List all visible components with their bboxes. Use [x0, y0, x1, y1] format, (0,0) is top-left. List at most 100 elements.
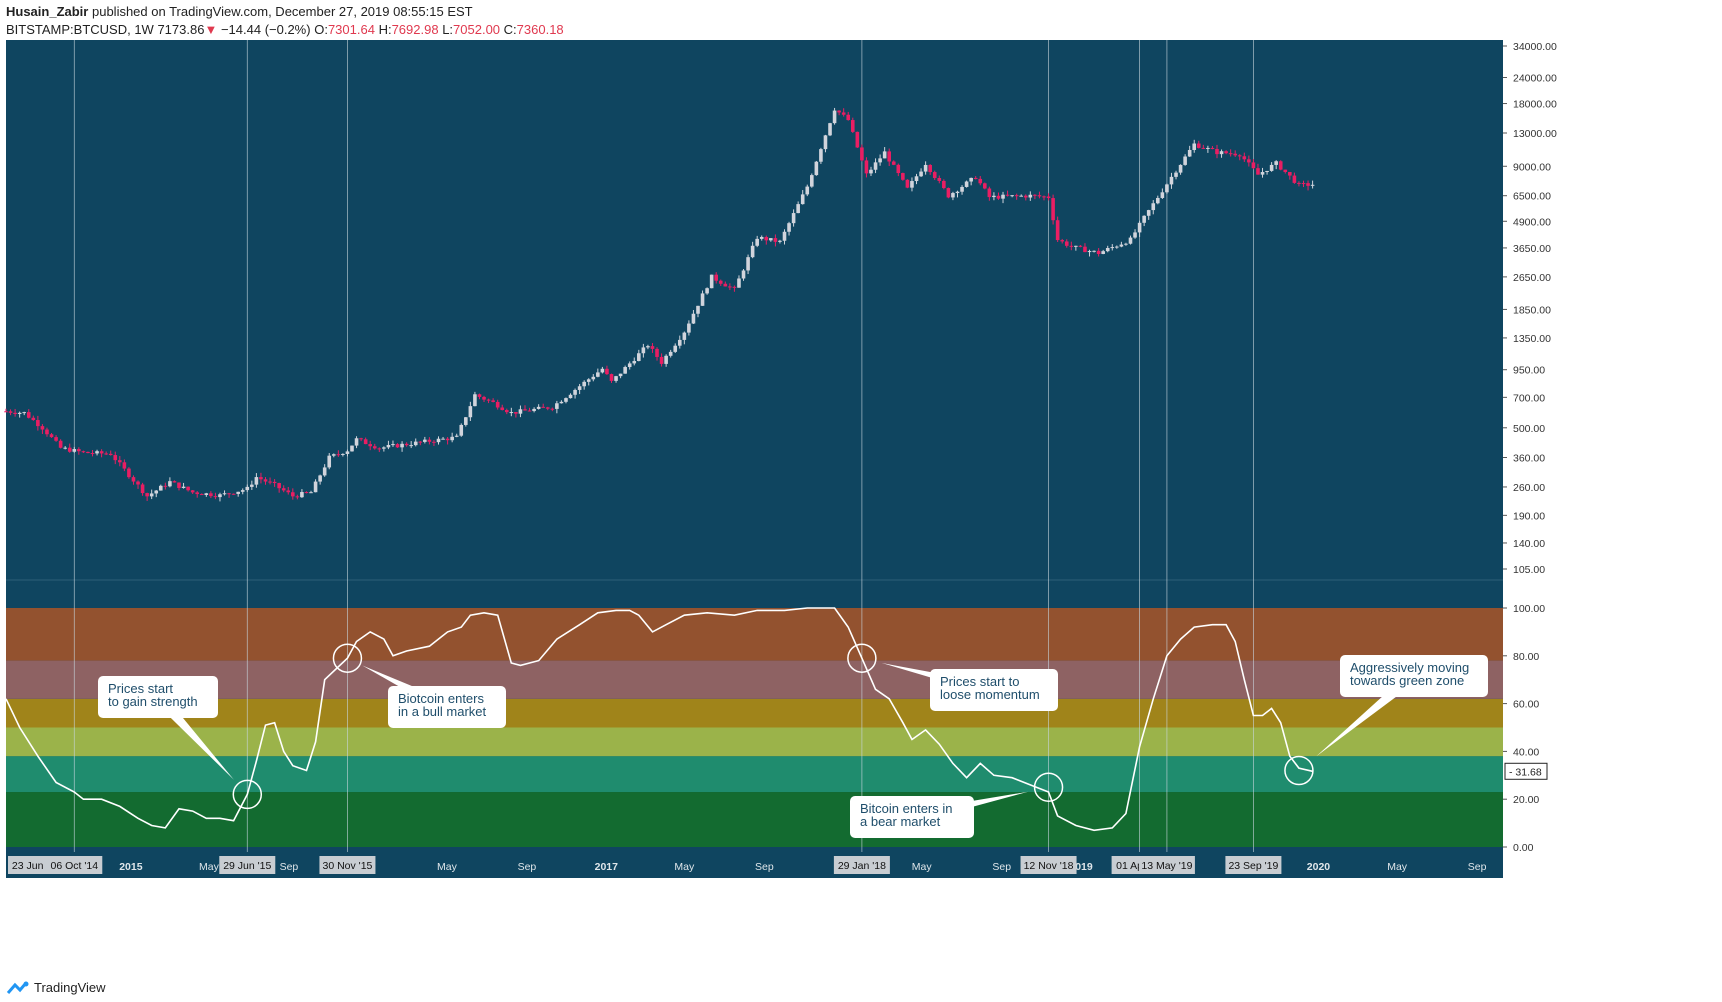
- price-tick-label: 34000.00: [1513, 41, 1557, 53]
- candle-body: [841, 112, 846, 115]
- candle-body: [1183, 156, 1187, 165]
- candle-body: [1137, 222, 1142, 233]
- candle-body: [869, 169, 873, 174]
- date-marker-label: 29 Jan '18: [838, 860, 886, 872]
- price-tick-label: 3650.00: [1513, 243, 1551, 255]
- candle-body: [536, 406, 541, 409]
- candle-body: [163, 485, 168, 487]
- candle-body: [978, 178, 983, 184]
- annotation-box[interactable]: [1340, 655, 1488, 697]
- candle-body: [477, 394, 482, 397]
- candle-body: [1269, 164, 1274, 171]
- annotation-box[interactable]: [930, 669, 1058, 711]
- candle-body: [550, 408, 555, 410]
- candle-body: [136, 481, 140, 485]
- candle-body: [1160, 192, 1165, 198]
- candle-body: [181, 486, 186, 488]
- candle-body: [1301, 183, 1306, 185]
- zone-band: [6, 727, 1503, 757]
- candle-body: [605, 368, 609, 375]
- high-value: 7692.98: [391, 22, 439, 37]
- date-marker-badge: [219, 856, 276, 874]
- candle-body: [8, 411, 13, 413]
- price-change: −14.44 (−0.2%): [220, 22, 311, 37]
- candle-body: [992, 195, 996, 198]
- candle-body: [896, 164, 901, 174]
- candle-body: [359, 438, 363, 440]
- candle-body: [764, 236, 769, 241]
- price-tick-label: 2650.00: [1513, 272, 1551, 284]
- candle-body: [213, 496, 218, 498]
- close-label: C:: [503, 22, 517, 37]
- candle-body: [1306, 183, 1310, 186]
- close-value: 7360.18: [516, 22, 564, 37]
- candle-body: [177, 482, 181, 488]
- candle-body: [445, 438, 450, 441]
- time-tick-label: May: [1387, 861, 1408, 873]
- candle-body: [1201, 147, 1206, 149]
- price-tick-label: 190.00: [1513, 510, 1545, 522]
- chart-header: Husain_Zabir published on TradingView.co…: [0, 0, 1722, 40]
- annotation-text: Prices start to: [940, 674, 1019, 689]
- candle-body: [281, 488, 286, 491]
- candle-body: [646, 346, 650, 348]
- candle-body: [814, 161, 819, 176]
- candle-body: [937, 177, 942, 181]
- candle-body: [377, 448, 382, 450]
- candle-body: [382, 447, 386, 449]
- author-name[interactable]: Husain_Zabir: [6, 4, 89, 19]
- candle-body: [545, 407, 550, 409]
- tradingview-brand[interactable]: TradingView: [34, 980, 106, 995]
- candle-body: [67, 447, 72, 452]
- annotation-box[interactable]: [388, 686, 506, 728]
- candle-body: [104, 453, 108, 455]
- date-marker-label: 29 Jun '15: [223, 860, 271, 872]
- candle-body: [1283, 169, 1288, 173]
- candle-body: [454, 435, 459, 437]
- candle-body: [1219, 151, 1224, 155]
- candle-body: [154, 490, 159, 494]
- candle-body: [796, 204, 800, 214]
- annotation-text: a bear market: [860, 814, 941, 829]
- last-price: 7173.86: [157, 22, 205, 37]
- date-marker-badge: [833, 856, 890, 874]
- candle-body: [555, 403, 559, 409]
- open-label: O:: [314, 22, 328, 37]
- date-marker-badge: [1020, 856, 1077, 874]
- candle-body: [878, 158, 882, 163]
- candle-body: [473, 394, 477, 407]
- candle-body: [409, 445, 413, 447]
- price-axis: 105.00 140.00 190.00 260.00 360.00 500.00 700.…: [1503, 41, 1557, 854]
- candle-body: [1310, 184, 1315, 186]
- chart-canvas[interactable]: 105.00 140.00 190.00 260.00 360.00 500.00 700.…: [0, 0, 1722, 976]
- annotation-box[interactable]: [98, 676, 218, 718]
- candle-body: [45, 429, 49, 435]
- candle-body: [709, 274, 714, 289]
- candle-body: [618, 373, 623, 377]
- candle-body: [386, 444, 391, 448]
- candle-body: [1274, 161, 1278, 165]
- candle-body: [509, 412, 514, 414]
- price-tick-label: 260.00: [1513, 482, 1545, 494]
- candle-body: [714, 274, 719, 281]
- annotation-box[interactable]: [850, 796, 974, 838]
- time-tick-label: Sep: [518, 861, 537, 873]
- chart-footer: TradingView: [0, 976, 1722, 1002]
- candle-body: [236, 491, 240, 494]
- candle-body: [960, 186, 964, 192]
- candle-body: [518, 409, 523, 414]
- symbol-label[interactable]: BITSTAMP:BTCUSD, 1W: [6, 22, 154, 37]
- candle-body: [145, 493, 149, 497]
- candle-body: [263, 479, 268, 482]
- candle-body: [291, 492, 295, 497]
- time-tick-label: May: [437, 861, 458, 873]
- candle-body: [1060, 240, 1065, 242]
- candle-body: [600, 368, 605, 373]
- candle-body: [26, 412, 31, 418]
- candle-body: [755, 238, 759, 246]
- price-tick-label: 9000.00: [1513, 161, 1551, 173]
- candle-body: [737, 278, 741, 288]
- candle-body: [118, 460, 122, 463]
- candle-body: [1206, 147, 1210, 149]
- candle-body: [746, 257, 750, 271]
